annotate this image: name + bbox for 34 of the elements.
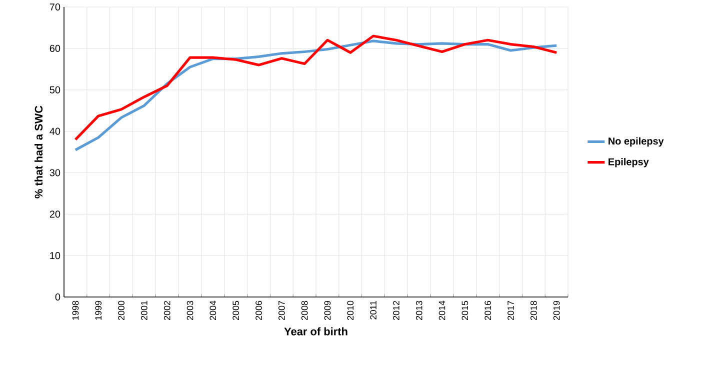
- x-tick-label: 2018: [530, 300, 537, 320]
- x-tick-label: 2014: [438, 300, 446, 320]
- x-tick-label: 1998: [72, 300, 79, 320]
- x-tick-label: 2002: [164, 300, 170, 320]
- x-tick-label: 2016: [484, 300, 492, 320]
- x-tick-label: 2019: [553, 300, 560, 320]
- x-tick-label: 2011: [370, 300, 376, 320]
- x-tick-label: 2000: [118, 300, 124, 320]
- legend-label: No epilepsy: [608, 137, 664, 147]
- x-axis-title: Year of birth: [284, 327, 348, 336]
- y-tick-label: 0: [55, 293, 60, 301]
- x-tick-label: 2013: [416, 300, 422, 320]
- y-tick-label: 20: [50, 210, 60, 218]
- x-tick-label: 2015: [462, 300, 468, 320]
- x-tick-label: 2009: [324, 300, 331, 320]
- x-tick-label: 2007: [278, 300, 285, 320]
- y-tick-label: 10: [50, 252, 60, 260]
- x-tick-label: 2006: [256, 300, 262, 320]
- x-tick-label: 2005: [232, 300, 240, 320]
- y-tick-label: 50: [50, 86, 60, 94]
- y-axis-title: % that had a SWC: [34, 106, 43, 198]
- legend-label: Epilepsy: [608, 158, 649, 168]
- x-tick-label: 2017: [508, 300, 514, 320]
- x-tick-label: 2012: [393, 300, 400, 320]
- y-tick-label: 70: [50, 3, 60, 11]
- x-tick-label: 1999: [95, 300, 102, 320]
- x-tick-label: 2003: [186, 300, 194, 320]
- x-tick-label: 2004: [210, 300, 216, 320]
- x-tick-label: 2008: [301, 300, 308, 320]
- y-tick-label: 30: [50, 169, 60, 176]
- x-tick-label: 2010: [347, 300, 354, 320]
- y-tick-label: 60: [50, 44, 60, 52]
- y-tick-label: 40: [50, 128, 60, 135]
- x-tick-label: 2001: [141, 300, 148, 320]
